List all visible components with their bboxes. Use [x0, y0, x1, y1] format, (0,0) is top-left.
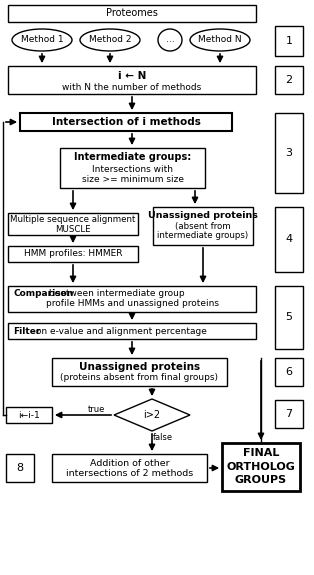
Text: 6: 6	[285, 367, 293, 377]
Text: Intermediate groups:: Intermediate groups:	[74, 152, 191, 162]
Text: intermediate groups): intermediate groups)	[157, 232, 249, 240]
FancyBboxPatch shape	[275, 400, 303, 428]
Text: with N the number of methods: with N the number of methods	[62, 82, 202, 91]
FancyBboxPatch shape	[8, 66, 256, 94]
FancyBboxPatch shape	[8, 246, 138, 262]
Ellipse shape	[158, 29, 182, 51]
Text: Unassigned proteins: Unassigned proteins	[79, 362, 200, 372]
FancyBboxPatch shape	[8, 213, 138, 235]
FancyBboxPatch shape	[52, 454, 207, 482]
Text: Intersection of i methods: Intersection of i methods	[51, 117, 200, 127]
Text: false: false	[153, 434, 173, 443]
FancyBboxPatch shape	[8, 286, 256, 312]
Text: beetween intermediate group: beetween intermediate group	[46, 289, 185, 298]
Text: Method 2: Method 2	[89, 36, 131, 44]
Text: 7: 7	[285, 409, 293, 419]
Text: MUSCLE: MUSCLE	[55, 224, 91, 233]
FancyBboxPatch shape	[275, 358, 303, 386]
Text: Unassigned proteins: Unassigned proteins	[148, 212, 258, 220]
FancyBboxPatch shape	[6, 454, 34, 482]
FancyBboxPatch shape	[275, 66, 303, 94]
Text: 3: 3	[285, 148, 293, 158]
Text: HMM profiles: HMMER: HMM profiles: HMMER	[24, 250, 122, 259]
Text: on e-value and alignment percentage: on e-value and alignment percentage	[33, 327, 207, 335]
Ellipse shape	[12, 29, 72, 51]
Text: Multiple sequence alignment: Multiple sequence alignment	[10, 216, 136, 224]
Polygon shape	[114, 399, 190, 431]
Text: profile HMMs and unassigned proteins: profile HMMs and unassigned proteins	[46, 300, 219, 309]
Text: (absent from: (absent from	[175, 223, 231, 232]
Ellipse shape	[80, 29, 140, 51]
FancyBboxPatch shape	[275, 26, 303, 56]
Text: Comparison: Comparison	[13, 289, 73, 298]
Text: i←i-1: i←i-1	[18, 411, 40, 420]
Text: 2: 2	[285, 75, 293, 85]
Text: 8: 8	[16, 463, 24, 473]
FancyBboxPatch shape	[52, 358, 227, 386]
Text: 4: 4	[285, 235, 293, 244]
FancyBboxPatch shape	[8, 323, 256, 339]
Text: Filter: Filter	[13, 327, 41, 335]
Text: i>2: i>2	[143, 410, 160, 420]
Text: Method 1: Method 1	[21, 36, 63, 44]
FancyBboxPatch shape	[275, 286, 303, 349]
Text: true: true	[87, 404, 105, 413]
Text: intersections of 2 methods: intersections of 2 methods	[66, 470, 193, 478]
Text: FINAL: FINAL	[243, 448, 279, 458]
FancyBboxPatch shape	[60, 148, 205, 188]
FancyBboxPatch shape	[6, 407, 52, 423]
Text: ORTHOLOG: ORTHOLOG	[227, 462, 295, 472]
Text: Intersections with: Intersections with	[92, 164, 173, 174]
Text: size >= minimum size: size >= minimum size	[82, 175, 183, 185]
Text: Addition of other: Addition of other	[90, 458, 169, 467]
Text: GROUPS: GROUPS	[235, 475, 287, 485]
Ellipse shape	[190, 29, 250, 51]
FancyBboxPatch shape	[222, 443, 300, 491]
FancyBboxPatch shape	[275, 113, 303, 193]
Text: Proteomes: Proteomes	[106, 9, 158, 18]
Text: 5: 5	[285, 312, 293, 323]
FancyBboxPatch shape	[20, 113, 232, 131]
Text: ...: ...	[166, 36, 174, 44]
FancyBboxPatch shape	[8, 5, 256, 22]
FancyBboxPatch shape	[275, 207, 303, 272]
Text: 1: 1	[285, 36, 293, 46]
Text: (proteins absent from final groups): (proteins absent from final groups)	[61, 374, 219, 382]
FancyBboxPatch shape	[153, 207, 253, 245]
Text: Method N: Method N	[198, 36, 242, 44]
Text: i ← N: i ← N	[118, 71, 146, 81]
